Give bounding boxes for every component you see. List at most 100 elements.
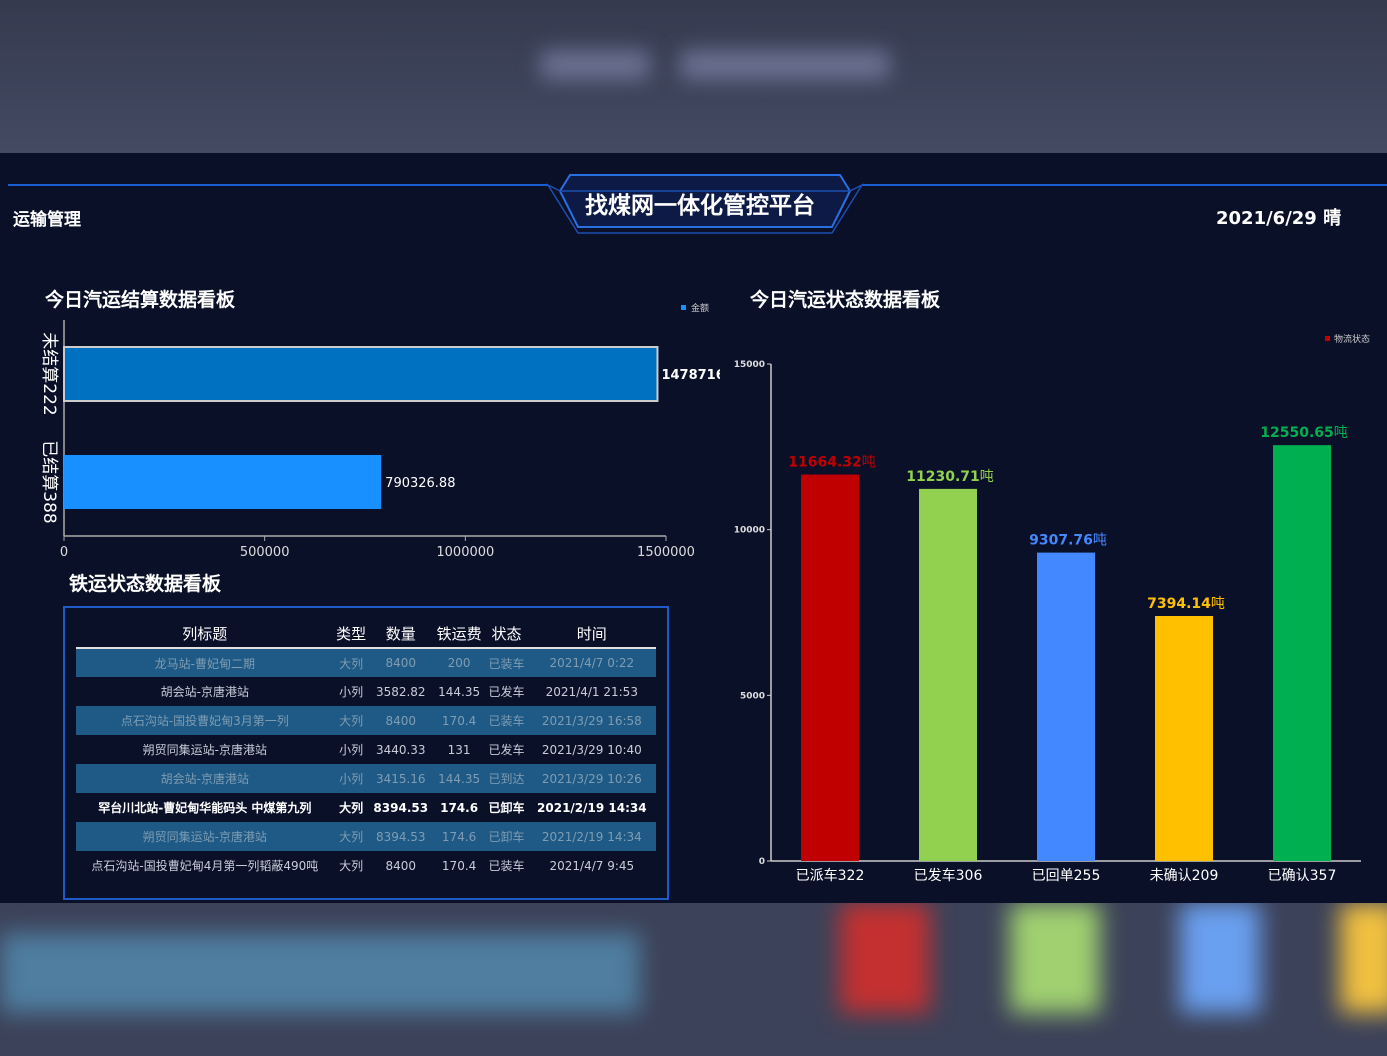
table-cell: 已到达 xyxy=(485,764,528,793)
table-cell: 点石沟站-国投曹妃甸4月第一列韬蔽490吨 xyxy=(91,859,319,873)
bar-4 xyxy=(1273,445,1331,861)
bar-2 xyxy=(1037,552,1095,861)
table-cell: 3415.16 xyxy=(368,764,433,793)
table-cell: 3440.33 xyxy=(375,742,426,757)
table-cell: 144.35 xyxy=(438,684,481,699)
column-header[interactable]: 状态 xyxy=(485,620,528,649)
date-weather: 2021/6/29 晴 xyxy=(1216,208,1342,229)
x-tick-label: 500000 xyxy=(240,545,290,560)
status-bar-chart: 05000100001500011664.32吨已派车32211230.71吨已… xyxy=(734,333,1370,884)
table-cell: 2021/3/29 10:26 xyxy=(527,764,656,793)
table-cell: 朔贸同集运站-京唐港站 xyxy=(142,743,267,757)
rail-table: 列标题 类型 数量 铁运费 状态 时间 龙马站-曹妃甸二期 大列 8400 200 已装车 2021… xyxy=(76,620,656,880)
table-cell: 170.4 xyxy=(432,706,486,735)
table-cell: 3582.82 xyxy=(375,684,426,699)
data-label: 11664.32吨 xyxy=(788,455,876,471)
table-cell: 已卸车 xyxy=(488,801,525,815)
table-cell: 已发车 xyxy=(488,685,525,699)
data-value: 11230.71 xyxy=(906,469,980,485)
data-value: 11664.32 xyxy=(788,455,862,471)
bar-0 xyxy=(801,474,859,861)
bar-3 xyxy=(1155,616,1213,861)
settlement-title: 今日汽运结算数据看板 xyxy=(45,289,236,311)
rail-title: 铁运状态数据看板 xyxy=(69,573,222,595)
table-cell: 8394.53 xyxy=(368,822,433,851)
table-cell: 胡会站-京唐港站 xyxy=(160,685,249,699)
table-cell: 2021/3/29 16:58 xyxy=(527,706,656,735)
bar-1 xyxy=(64,455,382,509)
data-unit: 吨 xyxy=(1211,596,1225,612)
data-value: 7394.14 xyxy=(1147,596,1211,612)
header-line-left xyxy=(8,184,548,186)
table-cell: 已卸车 xyxy=(485,822,528,851)
header-line-right xyxy=(862,184,1387,186)
data-label: 11230.71吨 xyxy=(906,469,994,485)
category-label: 已派车322 xyxy=(796,867,865,884)
table-row[interactable]: 胡会站-京唐港站 小列 3582.82 144.35 已发车 2021/4/1 21:53 xyxy=(76,677,656,706)
column-header[interactable]: 数量 xyxy=(368,620,433,649)
table-row[interactable]: 罕台川北站-曹妃甸华能码头 中煤第九列 大列 8394.53 174.6 已卸车 2021… xyxy=(76,793,656,822)
legend-swatch xyxy=(681,305,686,310)
table-cell: 2021/4/7 0:22 xyxy=(527,648,656,677)
table-cell: 已装车 xyxy=(488,859,525,873)
y-tick-label: 10000 xyxy=(734,526,765,536)
bar-0 xyxy=(63,346,659,402)
table-cell: 点石沟站-国投曹妃甸3月第一列 xyxy=(76,706,334,735)
data-unit: 吨 xyxy=(1093,533,1107,549)
data-value: 12550.65 xyxy=(1260,425,1334,441)
table-row[interactable]: 龙马站-曹妃甸二期 大列 8400 200 已装车 2021/4/7 0:22 xyxy=(76,648,656,677)
table-row[interactable]: 胡会站-京唐港站 小列 3415.16 144.35 已到达 2021/3/29 10:2… xyxy=(76,764,656,793)
data-value: 9307.76 xyxy=(1029,533,1093,549)
table-cell: 200 xyxy=(432,648,486,677)
data-unit: 吨 xyxy=(1334,425,1348,441)
data-label: 7394.14吨 xyxy=(1147,596,1225,612)
y-tick-label: 5000 xyxy=(740,691,765,701)
category-label: 未确认209 xyxy=(1150,868,1219,884)
table-cell: 2021/4/1 21:53 xyxy=(545,684,638,699)
column-header[interactable]: 时间 xyxy=(527,620,656,649)
table-cell: 罕台川北站-曹妃甸华能码头 中煤第九列 xyxy=(98,801,312,815)
y-tick-label: 15000 xyxy=(734,360,765,370)
category-label: 已确认357 xyxy=(1268,868,1337,884)
table-cell: 大列 xyxy=(333,648,369,677)
section-label: 运输管理 xyxy=(13,210,81,230)
legend-label: 金额 xyxy=(691,302,709,314)
table-row[interactable]: 点石沟站-国投曹妃甸3月第一列 大列 8400 170.4 已装车 2021/3/29 1… xyxy=(76,706,656,735)
x-tick-label: 1000000 xyxy=(436,545,494,560)
table-cell: 小列 xyxy=(339,685,364,699)
column-header[interactable]: 列标题 xyxy=(76,620,334,649)
dashboard: 找煤网一体化管控平台 运输管理 2021/6/29 晴 今日汽运结算数据看板 今… xyxy=(0,153,1387,903)
table-row[interactable]: 点石沟站-国投曹妃甸4月第一列韬蔽490吨 大列 8400 170.4 已装车 2021/… xyxy=(76,851,656,880)
x-tick-label: 1500000 xyxy=(637,545,695,560)
table-cell: 已装车 xyxy=(485,706,528,735)
legend-swatch xyxy=(1325,336,1330,341)
table-cell: 小列 xyxy=(333,764,369,793)
column-header[interactable]: 类型 xyxy=(333,620,369,649)
table-cell: 131 xyxy=(447,742,471,757)
data-unit: 吨 xyxy=(862,455,876,471)
table-cell: 已发车 xyxy=(488,743,525,757)
table-row[interactable]: 朔贸同集运站-京唐港站 小列 3440.33 131 已发车 2021/3/29 10:4… xyxy=(76,735,656,764)
data-unit: 吨 xyxy=(980,469,994,485)
table-cell: 2021/4/7 9:45 xyxy=(549,858,635,873)
data-label: 790326.88 xyxy=(385,476,455,491)
table-cell: 胡会站-京唐港站 xyxy=(76,764,334,793)
table-cell: 8400 xyxy=(368,706,433,735)
table-cell: 170.4 xyxy=(441,858,477,873)
table-cell: 2021/2/19 14:34 xyxy=(527,822,656,851)
table-cell: 大列 xyxy=(339,859,364,873)
table-cell: 174.6 xyxy=(432,822,486,851)
rail-table-panel: 列标题 类型 数量 铁运费 状态 时间 龙马站-曹妃甸二期 大列 8400 200 已装车 2021… xyxy=(63,606,669,900)
column-header[interactable]: 铁运费 xyxy=(432,620,486,649)
table-cell: 2021/2/19 14:34 xyxy=(537,800,647,815)
data-label: 9307.76吨 xyxy=(1029,533,1107,549)
table-row[interactable]: 朔贸同集运站-京唐港站 大列 8394.53 174.6 已卸车 2021/2/19 14… xyxy=(76,822,656,851)
category-label: 已发车306 xyxy=(914,867,983,884)
page-title: 找煤网一体化管控平台 xyxy=(585,193,815,219)
x-tick-label: 0 xyxy=(60,545,68,560)
category-label: 未结算222 xyxy=(39,332,59,415)
table-cell: 朔贸同集运站-京唐港站 xyxy=(76,822,334,851)
legend-label: 物流状态 xyxy=(1334,333,1370,345)
table-cell: 2021/3/29 10:40 xyxy=(541,742,642,757)
table-cell: 8400 xyxy=(385,858,417,873)
